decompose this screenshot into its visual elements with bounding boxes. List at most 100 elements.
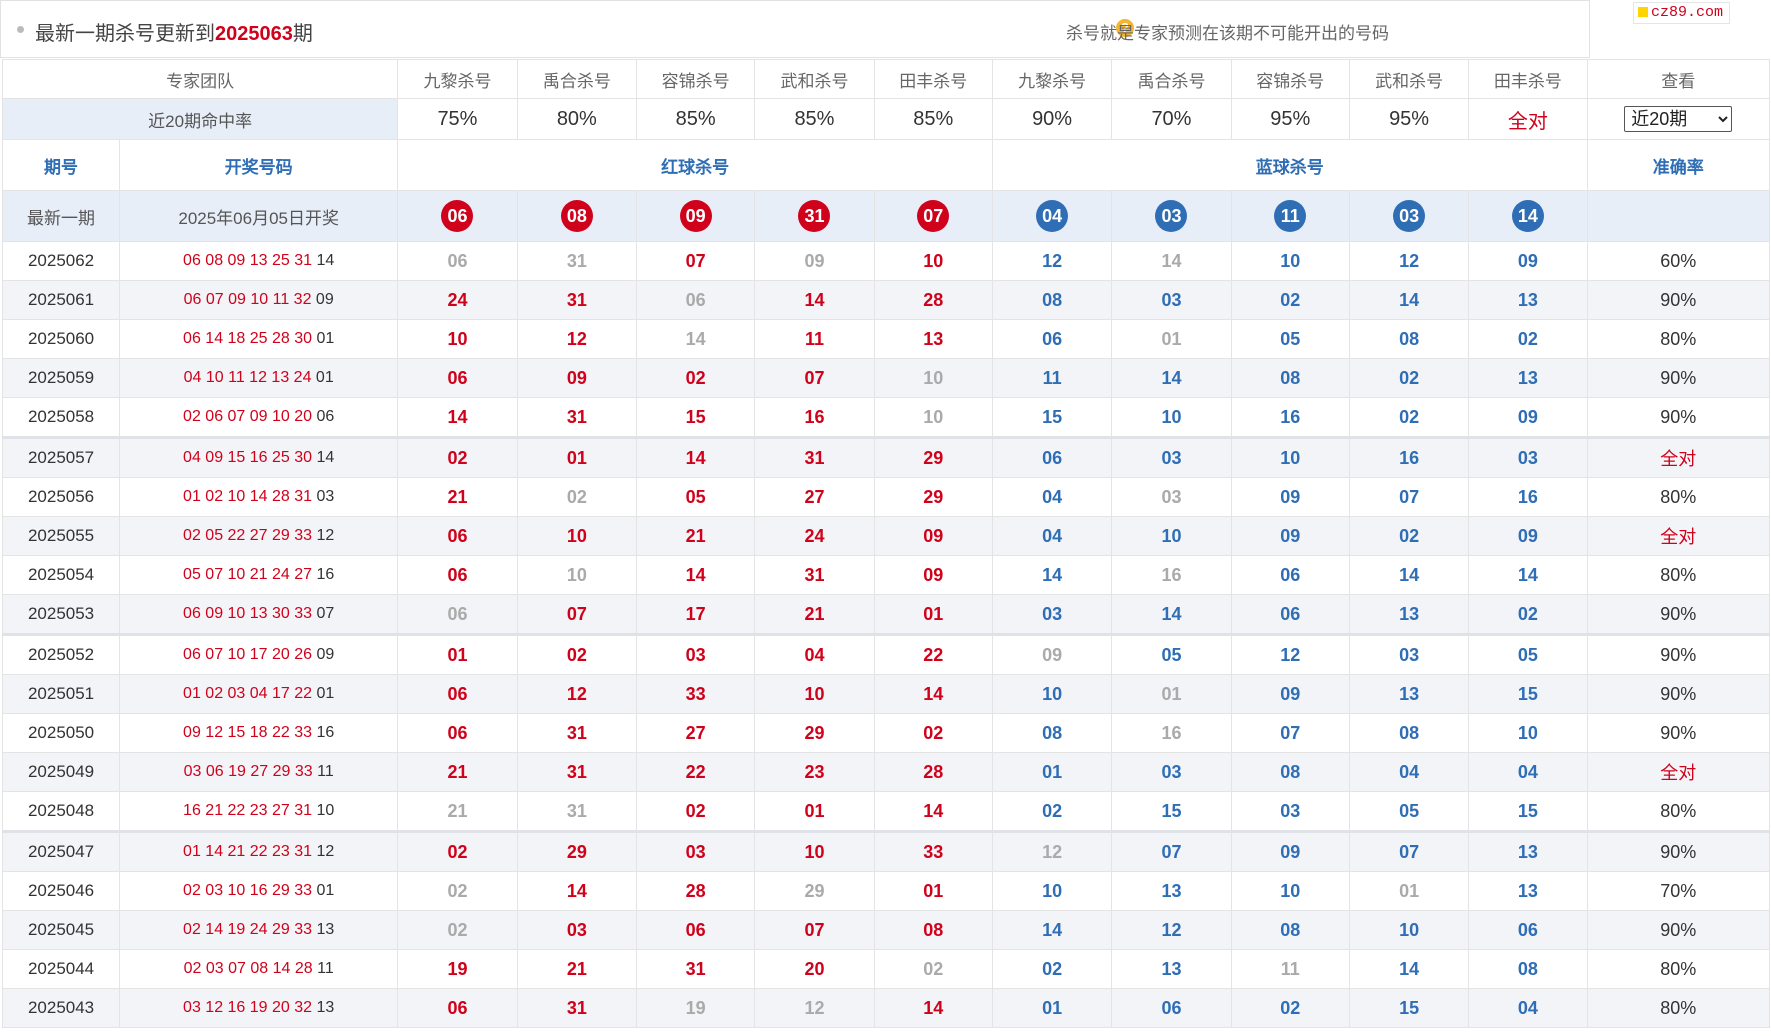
red-kill-number: 31 <box>754 555 875 595</box>
blue-kill-number: 15 <box>1468 674 1588 714</box>
draw-red-numbers: 06 08 09 13 25 31 <box>183 252 313 269</box>
draw-blue-number: 10 <box>316 802 335 819</box>
blue-kill-number: 16 <box>1111 555 1232 595</box>
blue-kill-number: 06 <box>1230 594 1350 635</box>
latest-accuracy <box>1586 190 1771 242</box>
red-kill-number: 02 <box>397 871 518 911</box>
history-row: 2025044 02 03 07 08 14 28 11 19 21 31 20 02 02 1… <box>1 949 1771 989</box>
draw-blue-number: 14 <box>316 449 335 466</box>
blue-kill-number: 01 <box>991 752 1113 792</box>
history-row: 2025050 09 12 15 18 22 33 16 06 31 27 29 02 08 1… <box>1 713 1771 753</box>
page-title: 最新一期杀号更新到2025063期 <box>35 23 313 45</box>
red-kill-number: 28 <box>636 871 756 911</box>
blue-kill-number: 08 <box>1230 752 1350 792</box>
draw-numbers: 06 14 18 25 28 30 01 <box>119 319 399 359</box>
red-kill-number: 29 <box>873 436 993 478</box>
draw-red-numbers: 05 07 10 21 24 27 <box>183 566 313 583</box>
col-blue-kill: 蓝球杀号 <box>991 139 1588 191</box>
red-ball: 31 <box>798 200 831 232</box>
blue-kill-number: 13 <box>1468 358 1588 398</box>
blue-kill-number: 04 <box>991 477 1113 517</box>
red-kill-number: 24 <box>754 516 875 556</box>
draw-red-numbers: 06 14 18 25 28 30 <box>183 330 313 347</box>
red-kill-number: 29 <box>754 871 875 911</box>
red-kill-number: 31 <box>516 397 638 438</box>
blue-kill-number: 02 <box>991 791 1113 832</box>
expert-name: 武和杀号 <box>754 59 875 99</box>
blue-kill-number: 04 <box>1348 752 1470 792</box>
accuracy-value: 90% <box>1586 713 1771 753</box>
draw-blue-number: 01 <box>316 330 335 347</box>
accuracy-value: 90% <box>1586 674 1771 714</box>
draw-blue-number: 16 <box>316 724 335 741</box>
blue-kill-number: 02 <box>1468 594 1588 635</box>
red-kill-number: 19 <box>636 988 756 1028</box>
expert-name: 武和杀号 <box>1348 59 1470 99</box>
red-kill-number: 10 <box>754 830 875 872</box>
blue-kill-number: 01 <box>1348 871 1470 911</box>
blue-kill-number: 02 <box>1468 319 1588 359</box>
draw-blue-number: 11 <box>317 960 334 977</box>
draw-red-numbers: 02 03 10 16 29 33 <box>183 882 313 899</box>
red-kill-number: 01 <box>873 594 993 635</box>
red-kill-number: 07 <box>636 241 756 281</box>
red-kill-number: 02 <box>516 633 638 675</box>
red-kill-number: 24 <box>397 280 518 320</box>
accuracy-value: 90% <box>1586 910 1771 950</box>
blue-kill-number: 03 <box>1111 477 1232 517</box>
red-kill-number: 06 <box>397 988 518 1028</box>
blue-kill-number: 14 <box>1348 280 1470 320</box>
red-kill-number: 22 <box>636 752 756 792</box>
red-kill-number: 09 <box>516 358 638 398</box>
draw-blue-number: 12 <box>316 527 335 544</box>
blue-kill-number: 14 <box>1348 949 1470 989</box>
red-kill-number: 14 <box>636 436 756 478</box>
blue-kill-number: 10 <box>1348 910 1470 950</box>
draw-blue-number: 12 <box>316 843 335 860</box>
draw-blue-number: 01 <box>316 685 335 702</box>
red-kill-number: 02 <box>397 436 518 478</box>
col-red-kill: 红球杀号 <box>397 139 993 191</box>
latest-date: 2025年06月05日开奖 <box>119 190 399 242</box>
history-row: 2025049 03 06 19 27 29 33 11 21 31 22 23 28 01 0… <box>1 752 1771 792</box>
view-label: 查看 <box>1586 59 1771 99</box>
accuracy-value: 80% <box>1586 988 1771 1028</box>
issue-number: 2025048 <box>1 791 121 832</box>
blue-kill-number: 07 <box>1111 830 1232 872</box>
red-kill-number: 06 <box>636 910 756 950</box>
accuracy-value: 80% <box>1586 555 1771 595</box>
issue-number: 2025046 <box>1 871 121 911</box>
red-kill-number: 06 <box>397 674 518 714</box>
red-kill-number: 13 <box>873 319 993 359</box>
red-kill-number: 31 <box>516 988 638 1028</box>
blue-kill-number: 14 <box>1111 241 1232 281</box>
draw-red-numbers: 06 07 09 10 11 32 <box>183 291 312 308</box>
expert-name: 九黎杀号 <box>397 59 518 99</box>
history-row: 2025043 03 12 16 19 20 32 13 06 31 19 12 14 01 0… <box>1 988 1771 1028</box>
blue-kill-number: 16 <box>1111 713 1232 753</box>
red-kill-number: 03 <box>636 633 756 675</box>
draw-blue-number: 16 <box>316 566 335 583</box>
blue-kill-number: 02 <box>1230 988 1350 1028</box>
blue-kill-number: 12 <box>1111 910 1232 950</box>
question-icon[interactable]: ? <box>1116 19 1134 37</box>
blue-ball: 03 <box>1155 200 1188 232</box>
red-kill-number: 27 <box>754 477 875 517</box>
draw-red-numbers: 16 21 22 23 27 31 <box>183 802 313 819</box>
blue-kill-number: 13 <box>1468 871 1588 911</box>
red-kill-number: 02 <box>516 477 638 517</box>
site-logo[interactable]: cz89.com <box>1633 2 1731 24</box>
accuracy-value: 90% <box>1586 280 1771 320</box>
expert-name: 禹合杀号 <box>516 59 638 99</box>
red-kill-number: 08 <box>873 910 993 950</box>
blue-kill-number: 04 <box>1468 988 1588 1028</box>
issue-number: 2025051 <box>1 674 121 714</box>
period-select[interactable]: 近20期 <box>1624 106 1733 132</box>
blue-kill-number: 14 <box>1111 594 1232 635</box>
issue-number: 2025059 <box>1 358 121 398</box>
accuracy-value: 90% <box>1586 397 1771 438</box>
red-ball: 07 <box>917 200 950 232</box>
history-row: 2025047 01 14 21 22 23 31 12 02 29 03 10 33 12 0… <box>1 830 1771 872</box>
red-kill-number: 06 <box>397 358 518 398</box>
accuracy-value: 80% <box>1586 319 1771 359</box>
